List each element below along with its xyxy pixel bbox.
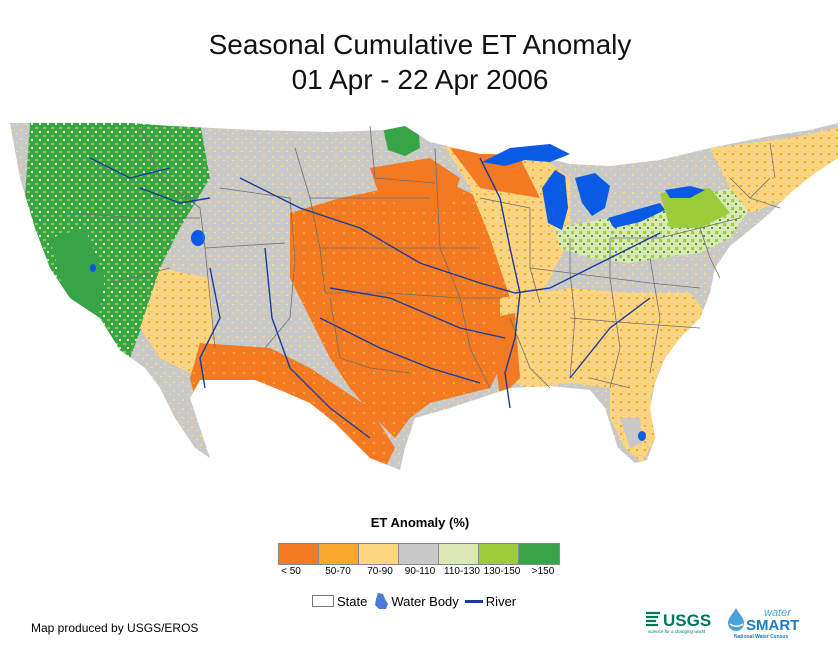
- legend-label: 70-90: [367, 566, 393, 577]
- ohio-river: [514, 232, 661, 294]
- mississippi-river: [479, 157, 521, 409]
- lake-huron: [575, 173, 610, 216]
- watersmart-word-smart: SMART: [746, 617, 799, 634]
- key-river: River: [464, 593, 517, 609]
- missouri-river: [239, 177, 516, 294]
- key-state-label: State: [337, 593, 368, 609]
- legend-color-bar: [278, 543, 560, 565]
- legend-label: < 50: [281, 566, 301, 577]
- map-title: Seasonal Cumulative ET Anomaly: [208, 29, 632, 60]
- usgs-tagline: science for a changing world: [648, 629, 706, 634]
- legend-label: >150: [531, 566, 555, 577]
- tennessee-river: [569, 297, 651, 379]
- legend-title: ET Anomaly (%): [370, 515, 470, 530]
- logo-graphics: USGS science for a changing world water …: [646, 607, 799, 640]
- water-body-symbol-icon: [375, 593, 389, 609]
- legend-label: 110-130: [444, 566, 480, 577]
- great-lakes: [90, 144, 705, 441]
- watersmart-tagline: National Water Census: [734, 634, 788, 640]
- lake-erie: [608, 203, 665, 228]
- legend-label: 50-70: [325, 566, 351, 577]
- water-drop-icon: [728, 608, 744, 631]
- colorado-river: [199, 267, 221, 389]
- legend-label: 130-150: [483, 566, 521, 577]
- map-canvas: [10, 123, 838, 470]
- river-symbol-icon: [464, 599, 483, 603]
- usgs-wordmark: USGS: [663, 611, 711, 630]
- map-date-range: 01 Apr - 22 Apr 2006: [291, 64, 549, 95]
- legend-swatch: [399, 544, 439, 564]
- state-symbol-icon: [312, 595, 334, 607]
- lake-tahoe: [90, 264, 96, 272]
- key-river-label: River: [485, 593, 517, 609]
- great-salt-lake: [191, 230, 205, 246]
- red-river: [319, 317, 481, 384]
- legend-label: 90-110: [404, 566, 436, 577]
- anomaly-raster: [10, 123, 838, 470]
- usgs-logo: USGS science for a changing world: [646, 611, 711, 634]
- agency-logos: USGS science for a changing world water …: [646, 605, 816, 641]
- legend-swatch: [479, 544, 519, 564]
- map-key: State Water Body River: [312, 592, 522, 610]
- legend-swatch: [319, 544, 359, 564]
- legend-swatch: [519, 544, 559, 564]
- legend-labels: < 50 50-70 70-90 90-110 110-130 130-150 …: [278, 566, 563, 580]
- rivers: [89, 157, 661, 439]
- conus-et-anomaly-map: [10, 118, 838, 480]
- lake-superior: [482, 144, 570, 166]
- key-state: State: [312, 594, 367, 609]
- arkansas-river: [329, 287, 506, 339]
- watersmart-word-water: water: [764, 607, 792, 619]
- columbia-river: [89, 157, 171, 179]
- watersmart-logo: water SMART National Water Census: [728, 607, 799, 640]
- rio-grande: [264, 247, 371, 439]
- state-borders: [69, 125, 781, 389]
- legend-swatch: [359, 544, 399, 564]
- key-water-body: Water Body: [373, 592, 459, 610]
- key-water-body-label: Water Body: [391, 593, 459, 609]
- snake-river: [139, 187, 211, 204]
- lake-ontario: [665, 186, 705, 198]
- lake-okeechobee: [638, 431, 646, 441]
- legend-swatch: [439, 544, 479, 564]
- lake-michigan: [542, 170, 568, 230]
- legend-swatch: [279, 544, 319, 564]
- map-credit: Map produced by USGS/EROS: [31, 621, 199, 635]
